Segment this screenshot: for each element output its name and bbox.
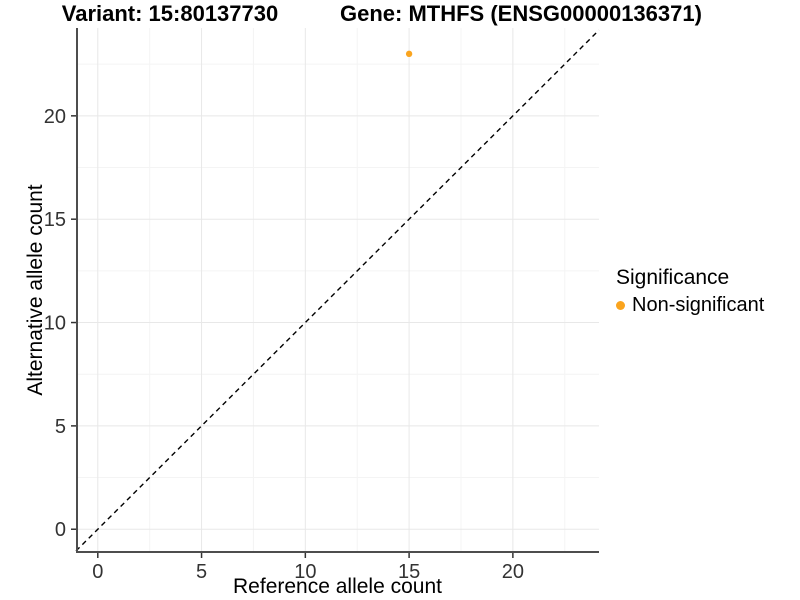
y-tick-label: 5 — [55, 416, 66, 438]
variant-title: Variant: 15:80137730 — [61, 1, 279, 26]
x-tick-label: 20 — [502, 561, 524, 583]
y-tick-label: 15 — [44, 209, 66, 231]
y-tick-label: 20 — [44, 106, 66, 128]
x-tick-label: 0 — [92, 561, 103, 583]
legend-item-label: Non-significant — [632, 294, 765, 316]
identity-line — [75, 29, 600, 552]
legend-title: Significance — [616, 266, 730, 289]
plot-panel: 0 5 10 15 20 0 5 10 15 20 — [44, 28, 600, 583]
x-tick-label: 15 — [398, 561, 420, 583]
data-point[interactable] — [405, 50, 413, 58]
legend-item-non-significant: Non-significant — [616, 294, 764, 317]
gene-title: Gene: MTHFS (ENSG00000136371) — [340, 1, 702, 26]
y-tick-label: 0 — [55, 519, 66, 541]
x-tick-label: 5 — [196, 561, 207, 583]
legend-point-icon — [616, 301, 625, 310]
x-axis-title: Reference allele count — [233, 575, 442, 598]
x-tick-label: 10 — [294, 561, 316, 583]
y-tick-label: 10 — [44, 313, 66, 335]
y-axis-title: Alternative allele count — [24, 184, 47, 396]
legend: Significance Non-significant — [616, 265, 764, 317]
scatter-plot-svg: 0 5 10 15 20 0 5 10 15 20 — [44, 28, 600, 583]
